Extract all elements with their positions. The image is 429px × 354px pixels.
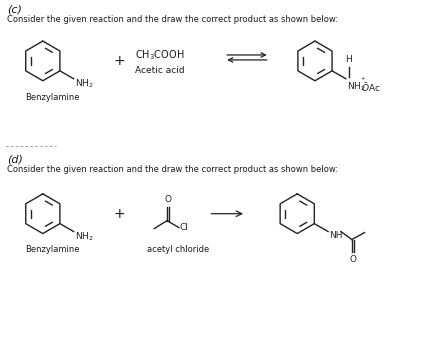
Text: $^+$: $^+$ xyxy=(359,77,366,83)
Text: H: H xyxy=(345,55,352,64)
Text: Benzylamine: Benzylamine xyxy=(25,93,79,102)
Text: NH: NH xyxy=(329,230,343,240)
Text: CH$_3$COOH: CH$_3$COOH xyxy=(135,48,184,62)
Text: Cl: Cl xyxy=(180,223,189,232)
Text: O: O xyxy=(165,195,172,204)
Text: +: + xyxy=(114,207,126,221)
Text: (d): (d) xyxy=(7,154,23,164)
Text: Consider the given reaction and the draw the correct product as shown below:: Consider the given reaction and the draw… xyxy=(7,165,338,174)
Text: Consider the given reaction and the draw the correct product as shown below:: Consider the given reaction and the draw… xyxy=(7,15,338,24)
Text: O: O xyxy=(349,255,356,264)
Text: NH$_2$: NH$_2$ xyxy=(75,78,93,90)
Text: NH$_2$: NH$_2$ xyxy=(347,81,366,93)
Text: Benzylamine: Benzylamine xyxy=(25,245,79,255)
Text: Acetic acid: Acetic acid xyxy=(135,66,184,75)
Text: +: + xyxy=(114,54,126,68)
Text: acetyl chloride: acetyl chloride xyxy=(147,245,210,255)
Text: NH$_2$: NH$_2$ xyxy=(75,230,93,243)
Text: $\bar{O}$Ac: $\bar{O}$Ac xyxy=(361,81,380,94)
Text: (c): (c) xyxy=(7,4,22,15)
